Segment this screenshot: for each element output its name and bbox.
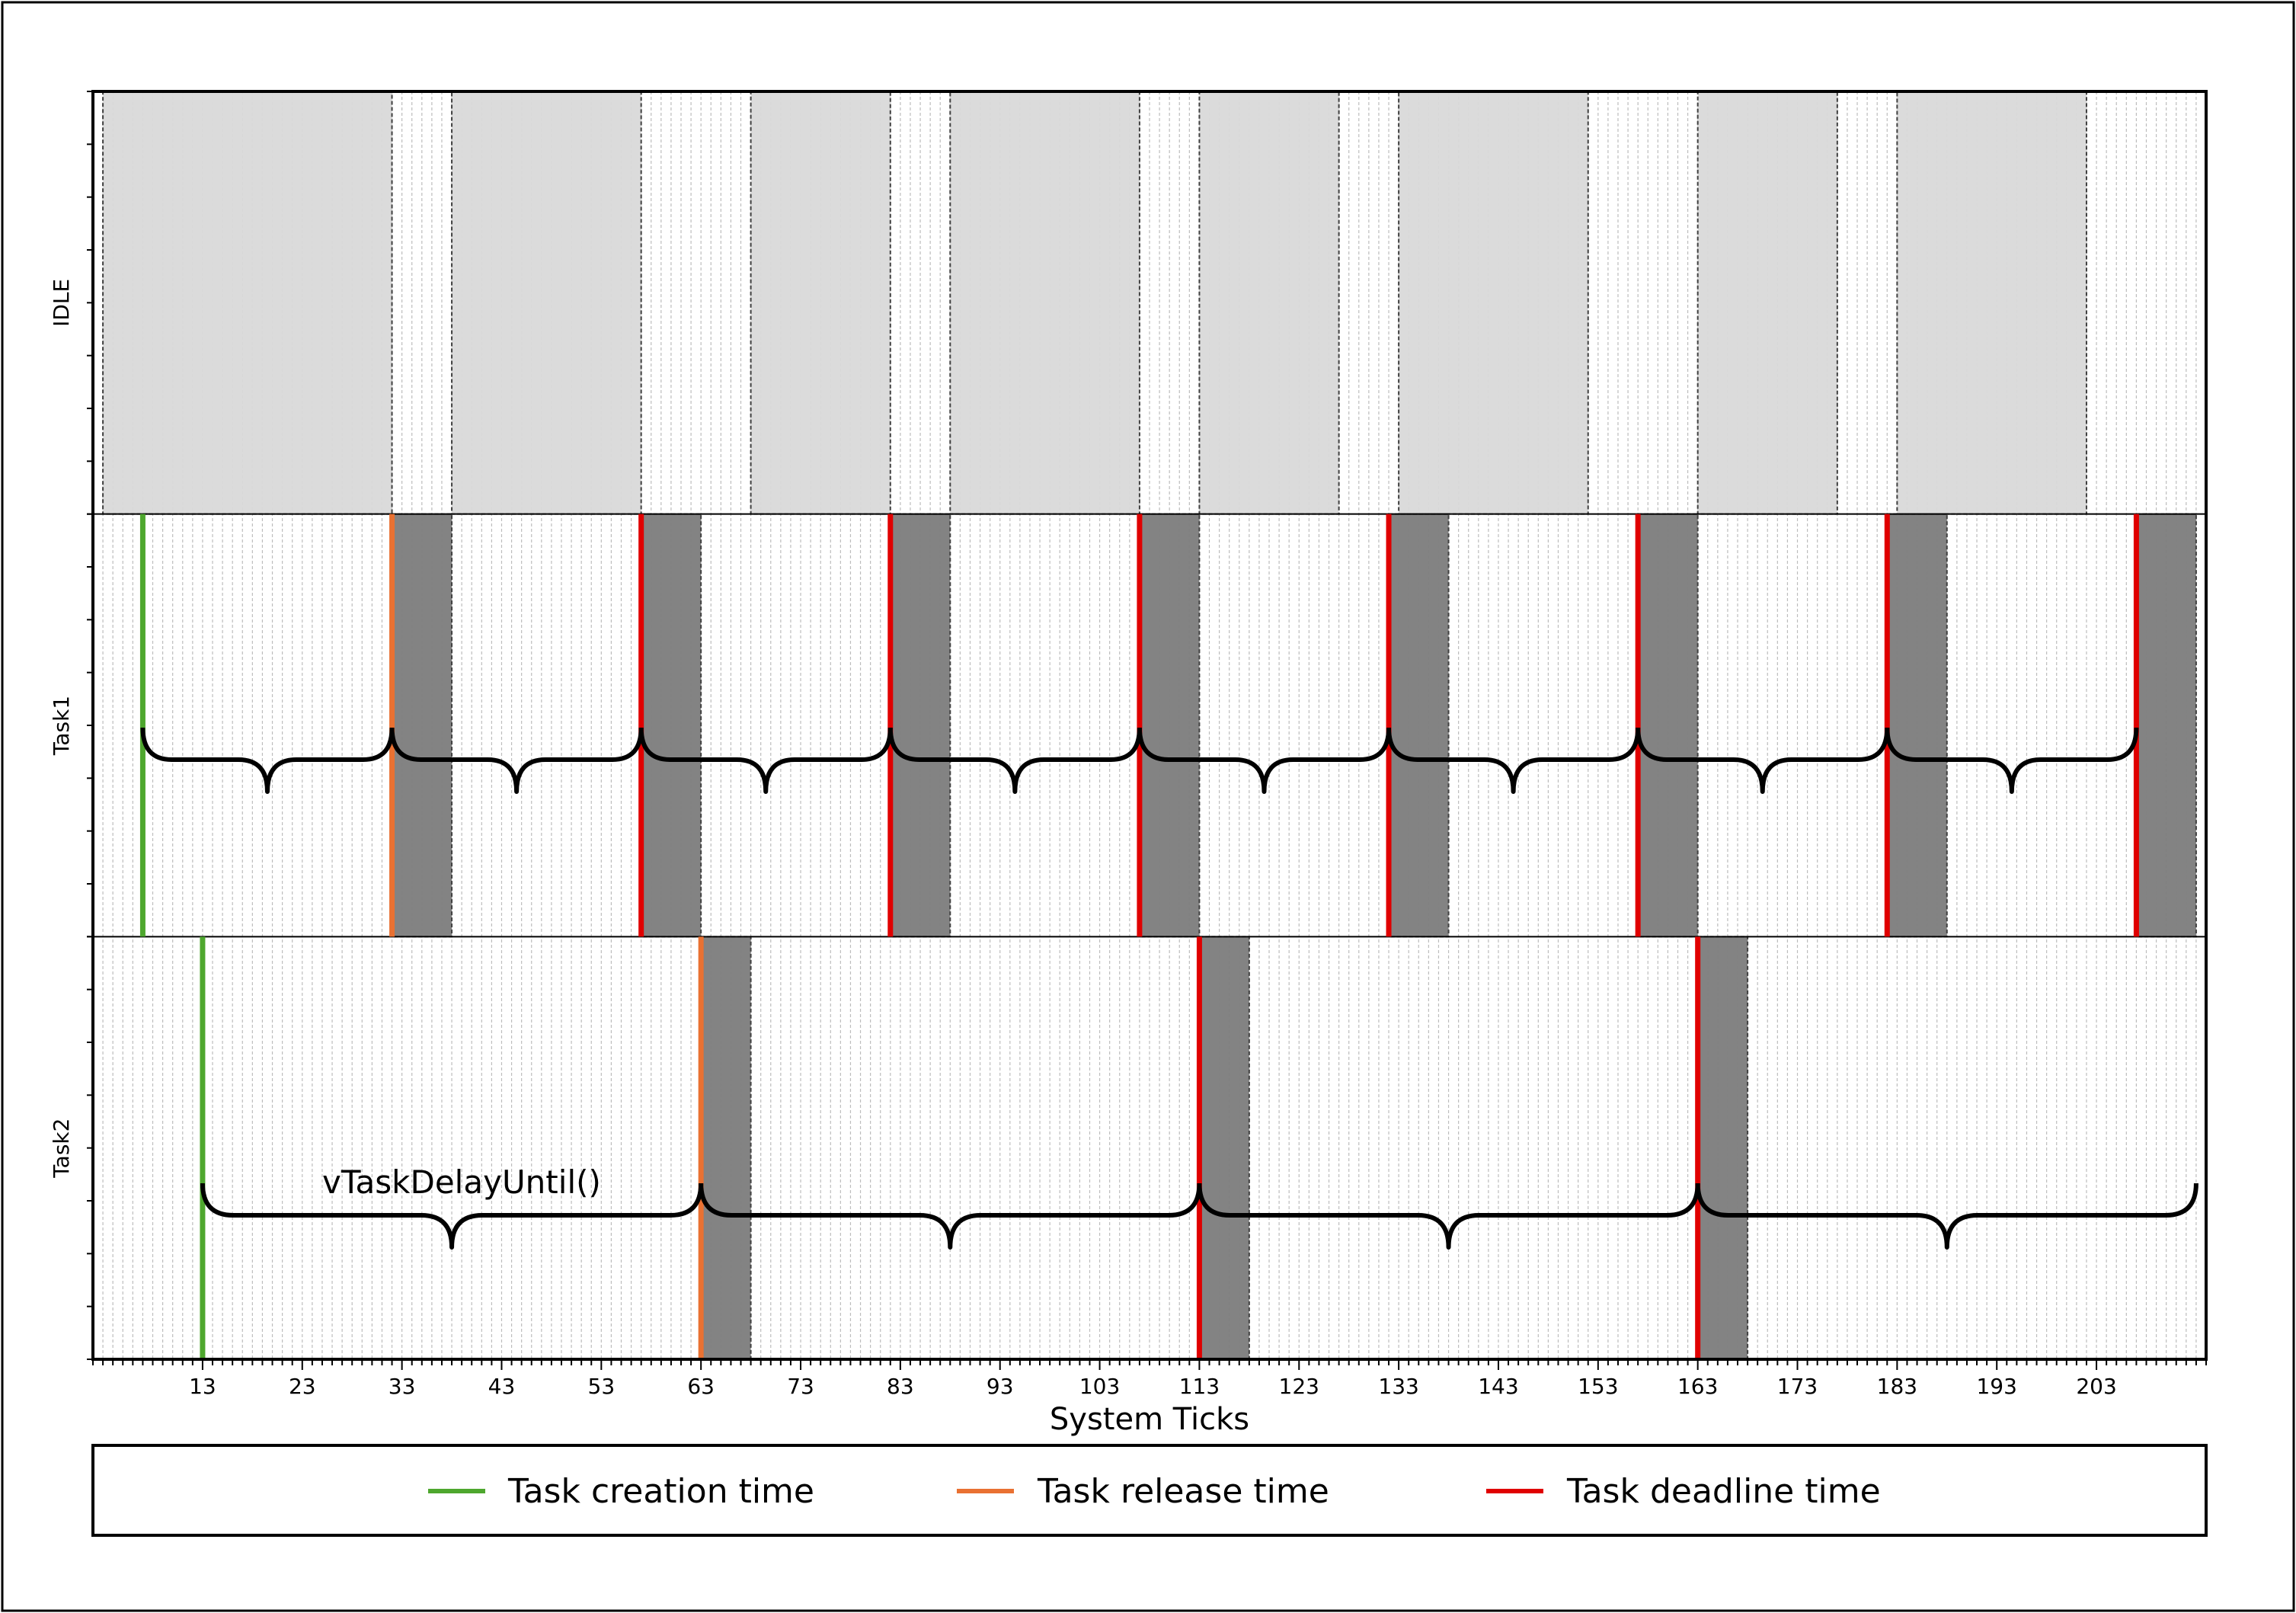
period-brace-task1 bbox=[887, 727, 1142, 794]
row-label-task2: Task2 bbox=[49, 1119, 74, 1179]
idle-bar bbox=[1696, 91, 1838, 515]
execution-bars bbox=[102, 91, 2197, 1361]
execution-bar-task1 bbox=[640, 513, 702, 938]
x-tick-label: 133 bbox=[1378, 1374, 1418, 1399]
x-tick-label: 63 bbox=[687, 1374, 715, 1399]
x-axis-title: System Ticks bbox=[1050, 1402, 1249, 1437]
x-tick-label: 83 bbox=[887, 1374, 914, 1399]
annotation-vtaskdelayuntil: vTaskDelayUntil() bbox=[322, 1163, 601, 1201]
x-tick-label: 33 bbox=[389, 1374, 416, 1399]
legend-label-creation: Task creation time bbox=[507, 1472, 814, 1511]
period-brace-task1 bbox=[638, 727, 893, 794]
x-tick-label: 13 bbox=[189, 1374, 216, 1399]
legend-label-release: Task release time bbox=[1037, 1472, 1329, 1511]
x-tick-label: 203 bbox=[2076, 1374, 2116, 1399]
idle-bar bbox=[1198, 91, 1340, 515]
idle-bar bbox=[1398, 91, 1589, 515]
period-brace-task1 bbox=[1636, 727, 1890, 794]
execution-bar-task2 bbox=[1696, 936, 1749, 1361]
row-dividers bbox=[93, 513, 2206, 938]
execution-bar-task1 bbox=[1388, 513, 1450, 938]
period-brace-task2 bbox=[1197, 1183, 1700, 1250]
period-brace-task1 bbox=[140, 727, 395, 794]
legend: Task creation time Task release time Tas… bbox=[91, 1444, 2208, 1537]
row-label-idle: IDLE bbox=[49, 279, 74, 327]
x-tick-label: 113 bbox=[1179, 1374, 1220, 1399]
x-tick-label: 143 bbox=[1478, 1374, 1518, 1399]
x-tick-label: 153 bbox=[1578, 1374, 1618, 1399]
event-markers bbox=[139, 514, 2139, 1359]
row-label-task1: Task1 bbox=[49, 696, 74, 756]
period-brace-task2 bbox=[1695, 1183, 2198, 1250]
x-tick-label: 23 bbox=[289, 1374, 316, 1399]
x-tick-labels: 13 23 33 43 53 63 73 83 93 103 113 123 133 143 153 163 1… bbox=[189, 1374, 2117, 1399]
idle-bar bbox=[451, 91, 642, 515]
x-tick-label: 123 bbox=[1279, 1374, 1319, 1399]
execution-bar-task1 bbox=[1637, 513, 1699, 938]
idle-bar bbox=[102, 91, 393, 515]
x-tick-label: 173 bbox=[1777, 1374, 1818, 1399]
period-brace-task1 bbox=[1885, 727, 2139, 794]
period-brace-task2 bbox=[200, 1183, 704, 1250]
x-tick-label: 73 bbox=[787, 1374, 814, 1399]
x-tick-label: 163 bbox=[1677, 1374, 1718, 1399]
execution-bar-task2 bbox=[1198, 936, 1250, 1361]
x-tick-label: 103 bbox=[1079, 1374, 1120, 1399]
period-brace-task1 bbox=[389, 727, 644, 794]
idle-bar bbox=[750, 91, 891, 515]
period-braces bbox=[140, 727, 2198, 1250]
period-brace-task1 bbox=[1386, 727, 1641, 794]
plot-area bbox=[87, 90, 2208, 1361]
period-brace-task1 bbox=[1137, 727, 1392, 794]
idle-bar bbox=[1896, 91, 2087, 515]
x-tick-label: 43 bbox=[488, 1374, 516, 1399]
execution-bar-task1 bbox=[889, 513, 951, 938]
execution-bar-task1 bbox=[1886, 513, 1948, 938]
idle-bar bbox=[949, 91, 1140, 515]
legend-label-deadline: Task deadline time bbox=[1566, 1472, 1881, 1511]
execution-bar-task1 bbox=[391, 513, 453, 938]
x-tick-label: 183 bbox=[1877, 1374, 1917, 1399]
x-tick-label: 93 bbox=[987, 1374, 1014, 1399]
x-tick-label: 193 bbox=[1976, 1374, 2016, 1399]
period-brace-task2 bbox=[699, 1183, 1202, 1250]
x-axis-ticks bbox=[92, 1359, 2207, 1370]
execution-bar-task1 bbox=[1138, 513, 1201, 938]
execution-bar-task1 bbox=[2135, 513, 2197, 938]
x-tick-label: 53 bbox=[588, 1374, 616, 1399]
execution-bar-task2 bbox=[700, 936, 752, 1361]
y-minor-ticks bbox=[87, 91, 93, 1360]
